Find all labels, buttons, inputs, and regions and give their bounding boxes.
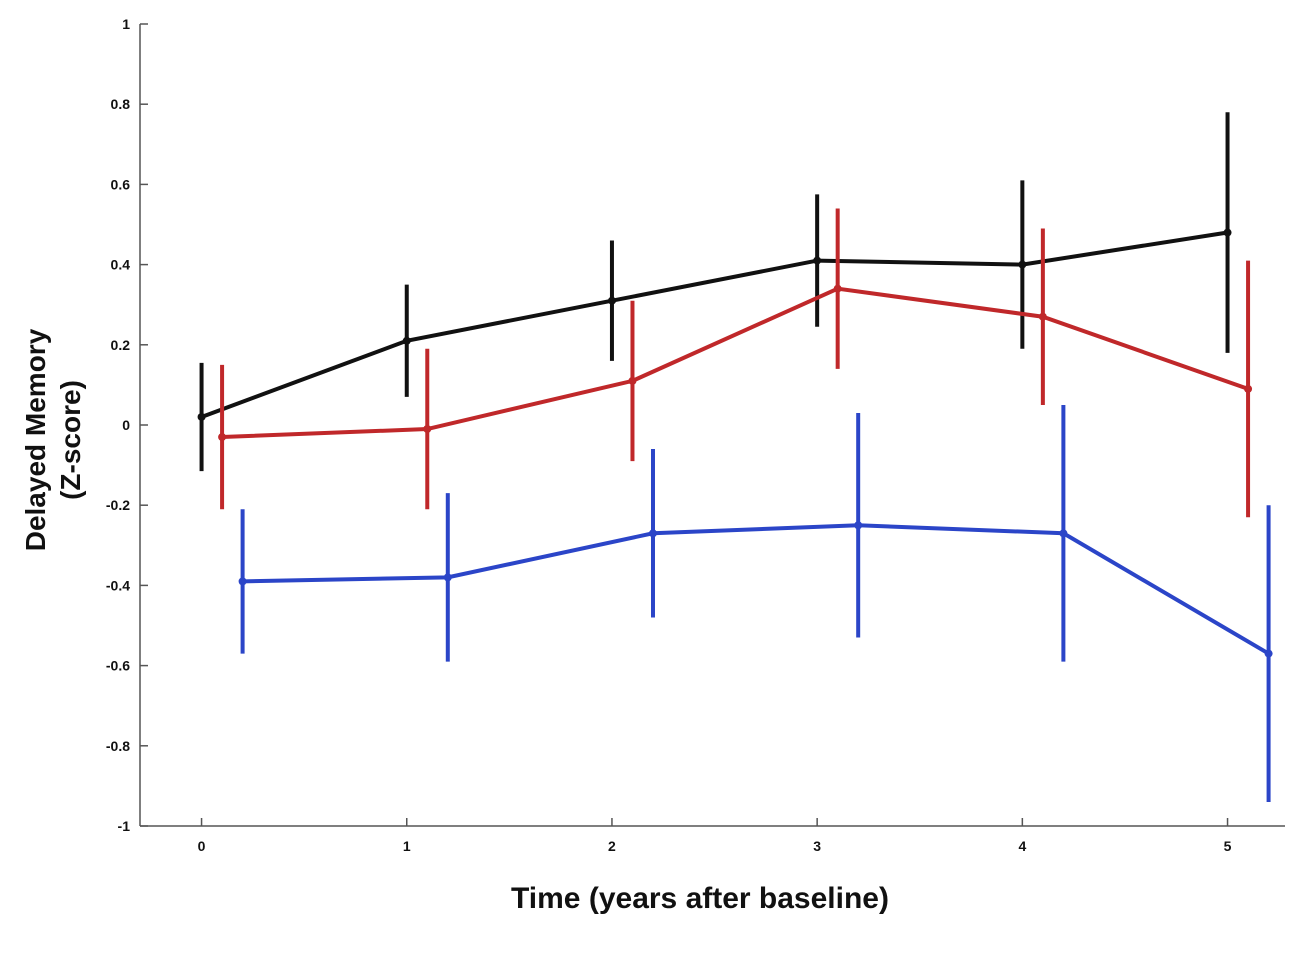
y-tick-label: 1 bbox=[122, 16, 130, 32]
point bbox=[1059, 529, 1068, 538]
x-tick-label: 1 bbox=[403, 838, 411, 854]
point bbox=[607, 296, 616, 305]
y-tick-label: 0.6 bbox=[111, 176, 131, 192]
y-tick-label: 0.2 bbox=[111, 337, 131, 353]
point bbox=[833, 284, 842, 293]
point bbox=[1018, 260, 1027, 269]
y-tick-label: -0.2 bbox=[106, 497, 130, 513]
x-tick-label: 3 bbox=[813, 838, 821, 854]
y-tick-label: -0.6 bbox=[106, 658, 130, 674]
x-tick-label: 5 bbox=[1224, 838, 1232, 854]
y-tick-label: -0.4 bbox=[106, 577, 130, 593]
x-tick-label: 4 bbox=[1018, 838, 1026, 854]
y-tick-label: -0.8 bbox=[106, 738, 130, 754]
x-axis-label: Time (years after baseline) bbox=[511, 882, 889, 915]
point bbox=[218, 433, 227, 442]
point bbox=[1038, 312, 1047, 321]
point bbox=[648, 529, 657, 538]
point bbox=[402, 336, 411, 345]
point bbox=[423, 425, 432, 434]
y-axis-label: (Z-score) bbox=[55, 380, 86, 500]
series-line bbox=[200, 230, 1228, 419]
point bbox=[854, 521, 863, 530]
y-tick-label: 0 bbox=[122, 417, 130, 433]
point bbox=[1264, 649, 1273, 658]
y-tick-label: -1 bbox=[118, 818, 131, 834]
series-line bbox=[222, 286, 1249, 440]
series-line bbox=[242, 523, 1270, 656]
x-tick-label: 0 bbox=[198, 838, 206, 854]
point bbox=[238, 577, 247, 586]
point bbox=[1244, 384, 1253, 393]
point bbox=[197, 412, 206, 421]
x-tick-label: 2 bbox=[608, 838, 616, 854]
point bbox=[628, 376, 637, 385]
point bbox=[443, 573, 452, 582]
point bbox=[813, 256, 822, 265]
y-tick-label: 0.8 bbox=[111, 96, 131, 112]
y-tick-label: 0.4 bbox=[111, 257, 131, 273]
y-axis-label: Delayed Memory bbox=[20, 328, 51, 551]
point bbox=[1223, 228, 1232, 237]
